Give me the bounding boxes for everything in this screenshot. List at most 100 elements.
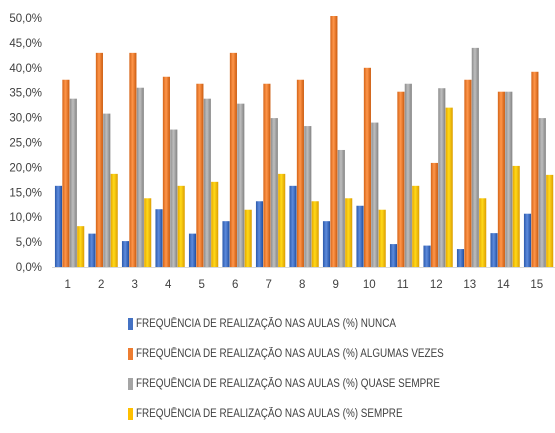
bar-series-2-cat-5 (196, 83, 204, 268)
y-tick-label: 0,0% (16, 262, 42, 274)
bar-series-3-cat-6 (237, 103, 245, 267)
bar-series-3-cat-10 (371, 122, 379, 267)
legend-label: FREQUÊNCIA DE REALIZAÇÃO NAS AULAS (%) A… (136, 348, 444, 360)
bar-series-3-cat-12 (438, 88, 446, 267)
bar-series-2-cat-8 (296, 79, 304, 267)
bar-chart: 1 2 3 4 5 6 7 8 9 10 11 12 13 14 150,0%5,0%10,0%15,0%2… (9, 13, 555, 291)
bar-series-2-cat-12 (430, 162, 438, 267)
bar-series-3-cat-1 (69, 98, 77, 268)
bar-series-4-cat-2 (110, 173, 118, 267)
bar-series-1-cat-9 (322, 221, 331, 267)
y-tick-label: 45,0% (9, 38, 42, 50)
x-tick-label: 1 (65, 279, 71, 291)
bar-series-3-cat-5 (203, 98, 211, 268)
legend-label: FREQUÊNCIA DE REALIZAÇÃO NAS AULAS (%) Q… (136, 378, 440, 390)
bar-series-4-cat-14 (512, 165, 520, 267)
bar-series-3-cat-13 (471, 47, 479, 267)
y-tick-label: 40,0% (9, 63, 42, 75)
bar-series-2-cat-11 (397, 91, 405, 267)
legend-label: FREQUÊNCIA DE REALIZAÇÃO NAS AULAS (%) N… (136, 318, 396, 330)
bar-series-4-cat-13 (479, 198, 487, 267)
bar-series-4-cat-8 (311, 201, 319, 267)
y-tick-label: 20,0% (9, 162, 42, 174)
legend-item: FREQUÊNCIA DE REALIZAÇÃO NAS AULAS (%) A… (128, 343, 494, 365)
legend-swatch (128, 348, 133, 360)
legend: FREQUÊNCIA DE REALIZAÇÃO NAS AULAS (%) N… (128, 313, 494, 433)
bar-series-4-cat-1 (77, 226, 85, 267)
bar-series-3-cat-11 (404, 83, 412, 268)
bar-series-4-cat-11 (412, 185, 420, 267)
bar-series-4-cat-7 (278, 173, 286, 267)
bar-series-1-cat-10 (356, 205, 364, 267)
y-tick-label: 25,0% (9, 138, 42, 150)
bar-series-3-cat-15 (538, 118, 546, 267)
bar-series-3-cat-8 (304, 126, 312, 267)
legend-swatch (128, 408, 133, 420)
bar-series-4-cat-3 (144, 198, 152, 267)
x-tick-label: 11 (397, 279, 409, 291)
bar-series-3-cat-9 (337, 149, 345, 267)
bar-series-1-cat-8 (289, 185, 297, 267)
x-tick-label: 10 (363, 279, 376, 291)
bar-series-3-cat-3 (136, 87, 144, 267)
bar-series-4-cat-12 (445, 107, 453, 267)
legend-swatch (128, 378, 133, 390)
x-tick-label: 14 (497, 279, 510, 291)
bar-series-1-cat-6 (222, 221, 230, 267)
bar-series-3-cat-7 (270, 118, 278, 267)
bar-series-1-cat-15 (523, 213, 532, 267)
legend-swatch (128, 318, 133, 330)
bar-series-1-cat-14 (490, 233, 498, 267)
bar-series-2-cat-1 (62, 79, 70, 267)
bar-series-1-cat-5 (188, 233, 197, 267)
bar-series-2-cat-15 (531, 71, 539, 267)
bars-layer (54, 16, 554, 268)
bar-series-2-cat-13 (464, 79, 472, 267)
legend-item: FREQUÊNCIA DE REALIZAÇÃO NAS AULAS (%) N… (128, 313, 494, 335)
x-tick-label: 15 (530, 279, 543, 291)
bar-series-3-cat-4 (170, 129, 178, 267)
legend-item: FREQUÊNCIA DE REALIZAÇÃO NAS AULAS (%) S… (128, 403, 494, 425)
x-tick-label: 12 (430, 279, 443, 291)
bar-series-4-cat-9 (345, 198, 353, 267)
bar-series-1-cat-11 (389, 244, 398, 267)
legend-label: FREQUÊNCIA DE REALIZAÇÃO NAS AULAS (%) S… (136, 408, 403, 420)
bar-series-4-cat-6 (244, 209, 252, 267)
bar-series-4-cat-5 (211, 181, 219, 267)
x-tick-label: 13 (463, 279, 476, 291)
y-tick-label: 15,0% (9, 187, 42, 199)
bar-series-4-cat-15 (546, 174, 554, 267)
x-tick-label: 4 (165, 279, 172, 291)
tick-labels: 1 2 3 4 5 6 7 8 9 10 11 12 13 14 150,0%5,0%10,0%15,0%2… (9, 13, 543, 291)
bar-series-3-cat-14 (505, 91, 513, 267)
bar-series-2-cat-10 (363, 67, 371, 267)
bar-series-2-cat-14 (497, 91, 505, 267)
y-tick-label: 35,0% (9, 88, 42, 100)
bar-series-1-cat-2 (88, 233, 96, 267)
x-tick-label: 8 (299, 279, 305, 291)
bar-series-2-cat-6 (229, 52, 237, 267)
bar-series-1-cat-7 (255, 201, 264, 267)
bar-series-1-cat-13 (456, 249, 465, 267)
bar-series-1-cat-1 (54, 185, 63, 267)
bar-series-1-cat-12 (423, 245, 431, 267)
bar-series-1-cat-4 (155, 209, 163, 267)
legend-item: FREQUÊNCIA DE REALIZAÇÃO NAS AULAS (%) Q… (128, 373, 494, 395)
bar-series-4-cat-4 (177, 185, 185, 267)
x-tick-label: 6 (232, 279, 238, 291)
y-tick-label: 30,0% (9, 113, 42, 125)
bar-series-4-cat-10 (378, 209, 386, 267)
x-tick-label: 2 (98, 279, 104, 291)
bar-series-3-cat-2 (103, 113, 111, 268)
bar-series-1-cat-3 (121, 241, 130, 267)
y-tick-label: 10,0% (9, 212, 42, 224)
y-tick-label: 50,0% (9, 13, 42, 25)
x-tick-label: 5 (199, 279, 205, 291)
bar-series-2-cat-2 (95, 52, 103, 267)
x-tick-label: 3 (132, 279, 138, 291)
bar-series-2-cat-4 (162, 76, 170, 267)
x-tick-label: 7 (266, 279, 272, 291)
x-tick-label: 9 (333, 279, 339, 291)
bar-series-2-cat-3 (129, 52, 137, 267)
bar-series-2-cat-9 (330, 16, 338, 268)
